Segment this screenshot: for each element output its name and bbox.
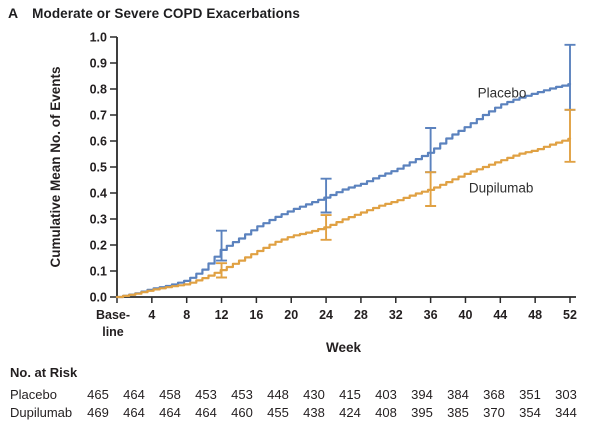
risk-value: 464	[123, 387, 145, 402]
risk-value: 465	[87, 387, 109, 402]
risk-value: 424	[339, 405, 361, 420]
risk-value: 455	[267, 405, 289, 420]
risk-table-heading: No. at Risk	[10, 365, 78, 380]
risk-row-label: Dupilumab	[10, 405, 72, 420]
risk-value: 464	[195, 405, 217, 420]
series-label-placebo: Placebo	[478, 85, 527, 100]
x-tick-label: 44	[493, 308, 507, 322]
y-tick-label: 0.9	[90, 57, 107, 71]
risk-value: 395	[411, 405, 433, 420]
risk-value: 351	[519, 387, 541, 402]
series-line-dupilumab	[115, 137, 572, 299]
risk-value: 370	[483, 405, 505, 420]
risk-value: 415	[339, 387, 361, 402]
series-line-placebo	[115, 82, 572, 299]
y-tick-label: 0.2	[90, 239, 107, 253]
panel-letter: A	[8, 5, 19, 21]
risk-value: 394	[411, 387, 433, 402]
risk-value: 303	[555, 387, 577, 402]
y-tick-label: 0.0	[90, 291, 107, 305]
risk-value: 460	[231, 405, 253, 420]
y-tick-label: 0.1	[90, 265, 107, 279]
risk-value: 438	[303, 405, 325, 420]
error-bar-placebo-wk24	[320, 177, 332, 214]
y-tick-label: 0.6	[90, 135, 107, 149]
x-tick-label: 28	[354, 308, 368, 322]
risk-value: 354	[519, 405, 541, 420]
y-tick-label: 0.7	[90, 109, 107, 123]
figure-header: A Moderate or Severe COPD Exacerbations	[8, 5, 300, 21]
x-tick-label: Base-line	[96, 308, 130, 339]
x-tick-label: 4	[148, 308, 155, 322]
series-label-dupilumab: Dupilumab	[469, 181, 534, 196]
axes	[116, 37, 576, 298]
x-tick-label: 24	[319, 308, 333, 322]
x-tick-label: 40	[459, 308, 473, 322]
x-tick-label: 36	[424, 308, 438, 322]
x-axis-title: Week	[326, 340, 362, 355]
x-tick-label: 8	[183, 308, 190, 322]
risk-value: 464	[123, 405, 145, 420]
error-bar-dupilumab-wk12	[216, 262, 228, 279]
y-tick-label: 0.4	[90, 187, 107, 201]
figure-title: Moderate or Severe COPD Exacerbations	[32, 6, 300, 21]
y-tick-label: 1.0	[90, 31, 107, 45]
risk-value: 453	[231, 387, 253, 402]
risk-value: 453	[195, 387, 217, 402]
y-axis-title: Cumulative Mean No. of Events	[48, 66, 63, 267]
x-tick-label: 16	[249, 308, 263, 322]
risk-value: 458	[159, 387, 181, 402]
risk-value: 430	[303, 387, 325, 402]
risk-value: 403	[375, 387, 397, 402]
risk-value: 469	[87, 405, 109, 420]
error-bar-dupilumab-wk52	[564, 108, 576, 163]
risk-row-label: Placebo	[10, 387, 57, 402]
error-bar-dupilumab-wk36	[425, 171, 437, 207]
risk-value: 385	[447, 405, 469, 420]
x-tick-label: 20	[284, 308, 298, 322]
risk-value: 368	[483, 387, 505, 402]
x-tick-label: 52	[563, 308, 577, 322]
x-tick-label: 12	[215, 308, 229, 322]
error-bar-placebo-wk52	[564, 43, 576, 111]
y-tick-label: 0.3	[90, 213, 107, 227]
y-tick-label: 0.5	[90, 161, 107, 175]
risk-value: 384	[447, 387, 469, 402]
error-bar-dupilumab-wk24	[320, 214, 332, 241]
risk-value: 464	[159, 405, 181, 420]
y-tick-label: 0.8	[90, 83, 107, 97]
x-tick-label: 48	[528, 308, 542, 322]
risk-value: 448	[267, 387, 289, 402]
x-tick-label: 32	[389, 308, 403, 322]
risk-value: 408	[375, 405, 397, 420]
error-bar-placebo-wk12	[216, 229, 228, 262]
risk-value: 344	[555, 405, 577, 420]
